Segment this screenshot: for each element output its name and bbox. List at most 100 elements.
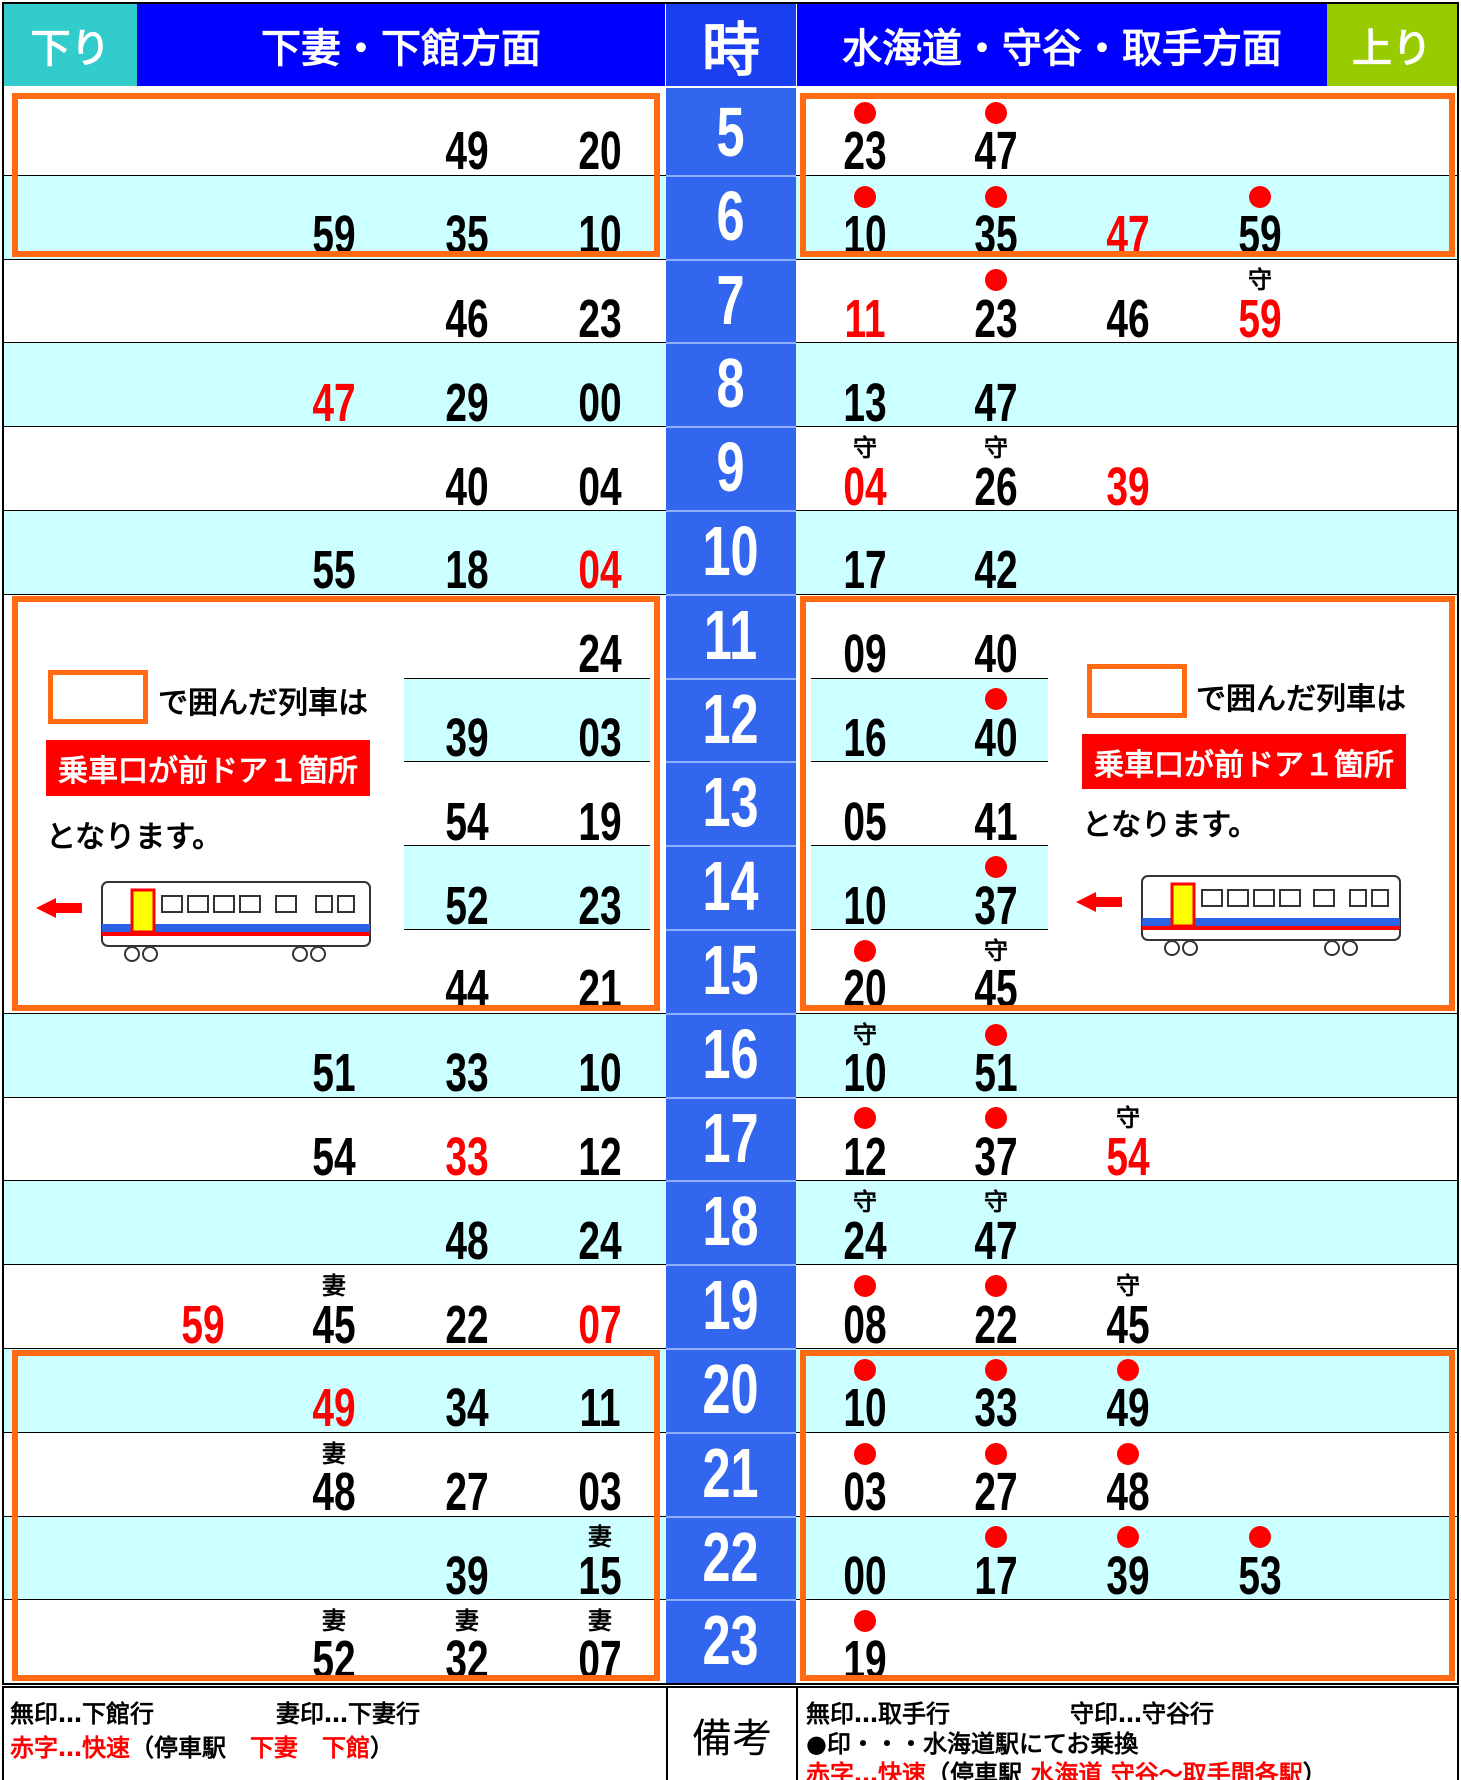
departure: 49 <box>1106 1378 1150 1439</box>
departure: 24 <box>578 624 622 685</box>
departure: 47 <box>974 1210 1018 1271</box>
transfer-dot <box>985 1526 1007 1549</box>
hour-header: 時 <box>666 4 796 86</box>
row-shade <box>811 677 1048 762</box>
row-line <box>4 258 666 260</box>
hour-line <box>666 1096 796 1099</box>
row-line <box>404 677 650 679</box>
departure: 37 <box>974 1126 1018 1187</box>
departure: 11 <box>579 1378 621 1439</box>
highlight-box <box>12 595 660 1011</box>
footer-text: 無印…下館行 <box>10 1700 154 1728</box>
departure: 33 <box>974 1378 1018 1439</box>
departure: 10 <box>578 1043 622 1104</box>
departure: 48 <box>312 1462 356 1523</box>
hour-line <box>666 761 796 764</box>
destination-mark: 守 <box>984 1188 1008 1217</box>
row-line <box>4 1264 666 1266</box>
destination-mark: 妻 <box>322 1271 346 1300</box>
departure: 51 <box>312 1043 356 1104</box>
hour-line <box>666 342 796 345</box>
transfer-dot <box>854 939 876 962</box>
legend-box <box>1087 664 1187 718</box>
departure: 03 <box>578 1462 622 1523</box>
transfer-dot <box>1249 185 1271 208</box>
note-text: となります。 <box>1082 808 1259 843</box>
departure: 47 <box>974 121 1018 182</box>
departure: 47 <box>974 372 1018 433</box>
row-line <box>4 426 666 428</box>
row-line <box>796 258 1457 260</box>
hour: 23 <box>702 1601 759 1680</box>
departure: 33 <box>445 1126 489 1187</box>
departure: 48 <box>445 1210 489 1271</box>
row-shade <box>4 342 666 427</box>
departure: 23 <box>843 121 887 182</box>
transfer-dot <box>1249 1526 1271 1549</box>
row-line <box>796 426 1457 428</box>
row-line <box>404 761 650 763</box>
hour-line <box>666 1012 796 1015</box>
destination-mark: 守 <box>984 433 1008 462</box>
departure: 39 <box>1106 1545 1150 1606</box>
departure: 20 <box>578 121 622 182</box>
highlight-box <box>12 1350 660 1682</box>
hour-column <box>666 88 796 1686</box>
footer: 備考 無印…下館行 妻印…下妻行 赤字…快速（停車駅 下妻 下館） 無印…取手行… <box>2 1686 1459 1780</box>
footer-text: 下妻 <box>250 1734 298 1762</box>
hour: 15 <box>702 931 759 1009</box>
departure: 37 <box>974 875 1018 936</box>
departure: 10 <box>843 875 887 936</box>
row-shade <box>796 1180 1457 1265</box>
hour-line <box>666 1431 796 1434</box>
departure: 17 <box>974 1545 1018 1606</box>
row-line <box>4 1515 666 1517</box>
transfer-dot <box>985 855 1007 878</box>
train-icon <box>1076 875 1401 956</box>
hour: 7 <box>716 260 745 339</box>
transfer-dot <box>854 185 876 208</box>
row-line <box>4 342 666 344</box>
transfer-dot <box>854 1610 876 1633</box>
row-line <box>796 342 1457 344</box>
footer-text: 赤字…快速 <box>806 1760 926 1780</box>
departure: 46 <box>445 288 489 349</box>
footer-text: 守谷～取手間各駅 <box>1110 1760 1303 1780</box>
departure: 49 <box>312 1378 356 1439</box>
row-line <box>4 510 666 511</box>
note-text: となります。 <box>46 820 223 855</box>
hour-line <box>666 845 796 848</box>
hour: 10 <box>702 512 759 590</box>
departure: 59 <box>181 1294 225 1355</box>
hour: 13 <box>702 763 759 842</box>
row-shade <box>4 510 666 594</box>
departure: 04 <box>843 456 887 517</box>
departure: 52 <box>445 875 489 936</box>
footer-text: 無印…取手行 <box>806 1700 950 1728</box>
row-line <box>796 174 1457 176</box>
departure: 12 <box>578 1126 622 1187</box>
transfer-dot <box>854 1107 876 1130</box>
footer-text: 妻印…下妻行 <box>276 1700 420 1728</box>
footer-text: 守印…守谷行 <box>1070 1700 1214 1728</box>
down-title: 下妻・下館方面 <box>137 4 665 86</box>
departure: 11 <box>844 288 886 349</box>
departure: 45 <box>312 1294 356 1355</box>
departure: 24 <box>843 1210 887 1271</box>
hour: 14 <box>702 847 759 926</box>
footer-text: 水海道 <box>1030 1760 1103 1780</box>
row-line <box>4 1431 666 1433</box>
destination-mark: 守 <box>984 936 1008 965</box>
row-shade <box>796 342 1457 427</box>
hour-line <box>666 1515 796 1518</box>
departure: 10 <box>843 1043 887 1104</box>
row-shade <box>796 174 1457 259</box>
transfer-dot <box>985 185 1007 208</box>
row-shade <box>404 677 650 762</box>
footer-text: ） <box>370 1734 394 1762</box>
row-line <box>796 510 1457 511</box>
row-line <box>811 845 1048 847</box>
hour-line <box>666 510 796 512</box>
departure: 39 <box>1106 456 1150 517</box>
departure: 27 <box>445 1462 489 1523</box>
